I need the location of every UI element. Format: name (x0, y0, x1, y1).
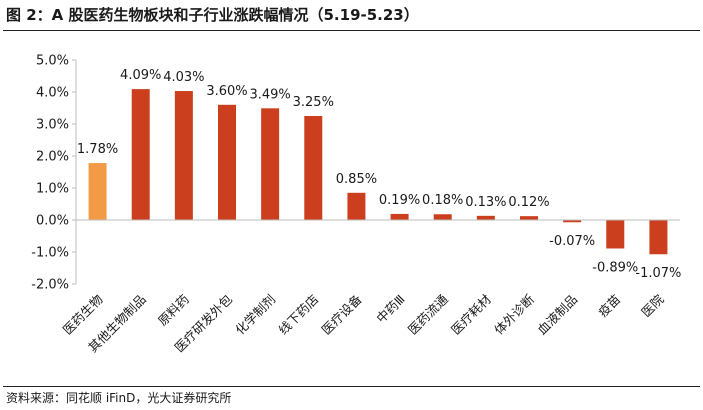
x-category-label: 中药Ⅲ (373, 292, 407, 326)
data-label: 4.09% (120, 68, 161, 83)
data-label: 0.13% (465, 195, 506, 210)
data-label: 0.18% (422, 193, 463, 208)
data-label: -1.07% (635, 266, 681, 281)
bar-2 (131, 89, 150, 221)
bar-10 (476, 215, 495, 220)
bar-1 (88, 163, 107, 220)
y-tick-label: 4.0% (36, 86, 69, 101)
y-tick-label: 1.0% (36, 182, 69, 197)
data-label: 0.19% (379, 193, 420, 208)
data-label: -0.89% (592, 260, 638, 275)
data-labels: 1.78% 4.09% 4.03%3.60% 3.49%3.25% 0.85%0.19%… (77, 68, 682, 281)
y-tick-label: 5.0% (36, 54, 69, 69)
chart-title: 图 2：A 股医药生物板块和子行业涨跌幅情况（5.19-5.23） (6, 6, 419, 24)
bar-7 (347, 192, 366, 220)
x-category-label: 血液制品 (534, 292, 580, 338)
x-category-label: 医疗耗材 (448, 292, 494, 338)
data-label: 3.60% (206, 84, 247, 99)
bar-9 (433, 214, 452, 220)
x-category-label: 化学制剂 (232, 292, 278, 338)
bar-6 (304, 116, 323, 220)
source-note: 资料来源：同花顺 iFinD，光大证券研究所 (6, 391, 232, 405)
y-axis: 5.0% 4.0% 3.0% 2.0% 1.0% 0.0% -1.0% -2.0% (31, 54, 77, 293)
data-label: -0.07% (549, 234, 595, 249)
bar-5 (261, 108, 280, 220)
y-tick-label: 0.0% (36, 214, 69, 229)
bar-11 (520, 216, 538, 220)
bar-4 (218, 104, 236, 220)
data-label: 4.03% (163, 70, 204, 85)
x-category-label: 疫苗 (595, 292, 623, 320)
bar-13 (606, 220, 625, 249)
data-label: 1.78% (77, 142, 118, 157)
data-label: 0.12% (508, 195, 549, 210)
bar-chart: 5.0% 4.0% 3.0% 2.0% 1.0% 0.0% -1.0% -2.0% 1.78%… (31, 54, 682, 356)
x-category-label: 线下药店 (275, 292, 321, 338)
x-category-label: 医院 (638, 291, 667, 320)
x-category-label: 医药流通 (405, 291, 451, 337)
top-rule (3, 30, 700, 31)
bar-14 (649, 220, 668, 255)
data-label: 0.85% (336, 172, 377, 187)
bar-8 (390, 213, 409, 220)
y-tick-label: 2.0% (36, 150, 69, 165)
bar-3 (174, 91, 193, 220)
bar-12 (563, 220, 582, 223)
y-tick-label: -2.0% (31, 278, 69, 293)
x-category-label: 体外诊断 (491, 292, 537, 338)
y-tick-label: -1.0% (31, 246, 69, 261)
y-tick-label: 3.0% (36, 118, 69, 133)
data-label: 3.25% (293, 95, 334, 110)
x-category-label: 医疗设备 (319, 291, 365, 337)
data-label: 3.49% (249, 87, 290, 102)
bottom-rule (3, 386, 700, 387)
bar-series (88, 89, 668, 255)
x-category-label: 原料药 (155, 292, 192, 329)
